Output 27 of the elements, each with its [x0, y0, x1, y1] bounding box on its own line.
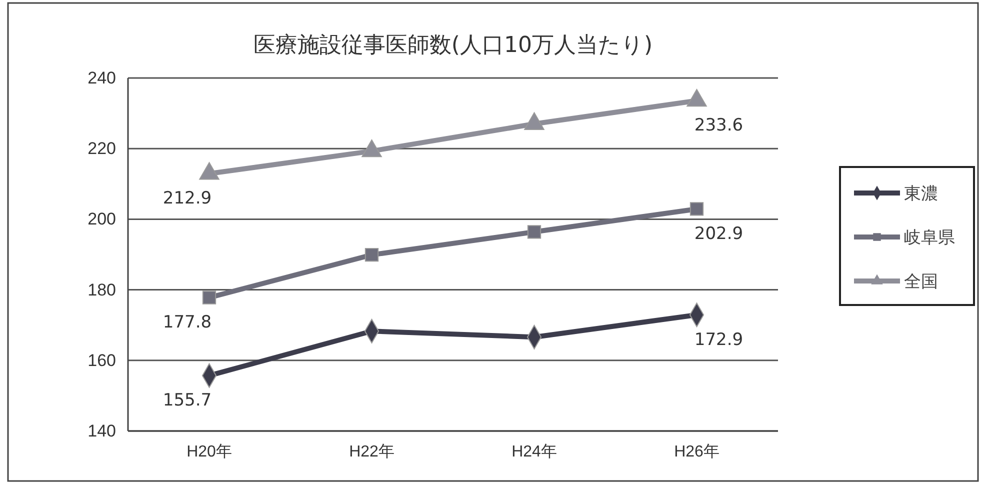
x-tick-label: H22年: [349, 443, 394, 460]
chart-title: 医療施設従事医師数(人口10万人当たり): [253, 33, 653, 58]
data-label: 202.9: [694, 224, 744, 244]
y-tick-label: 220: [88, 139, 116, 158]
point: [527, 225, 542, 239]
x-tick-label: H20年: [186, 443, 232, 460]
legend-label: 岐阜県: [904, 228, 955, 248]
point: [524, 112, 544, 130]
data-label: 233.6: [694, 116, 744, 136]
y-tick-label: 200: [88, 210, 116, 229]
x-tick-label: H24年: [512, 443, 557, 460]
data-label: 212.9: [162, 188, 212, 209]
legend-label: 東濃: [904, 184, 938, 204]
point: [686, 88, 707, 107]
y-tick-label: 160: [88, 350, 116, 370]
point: [202, 290, 216, 304]
point: [199, 162, 220, 180]
legend-label: 全国: [904, 272, 938, 292]
data-label: 155.7: [162, 390, 212, 411]
y-tick-label: 180: [88, 280, 116, 300]
data-label: 172.9: [694, 330, 744, 350]
y-tick-label: 140: [88, 421, 116, 440]
data-label: 177.8: [162, 312, 212, 333]
y-tick-label: 240: [88, 68, 116, 88]
point: [362, 139, 382, 158]
x-tick-label: H26年: [674, 443, 720, 460]
point: [364, 248, 379, 262]
